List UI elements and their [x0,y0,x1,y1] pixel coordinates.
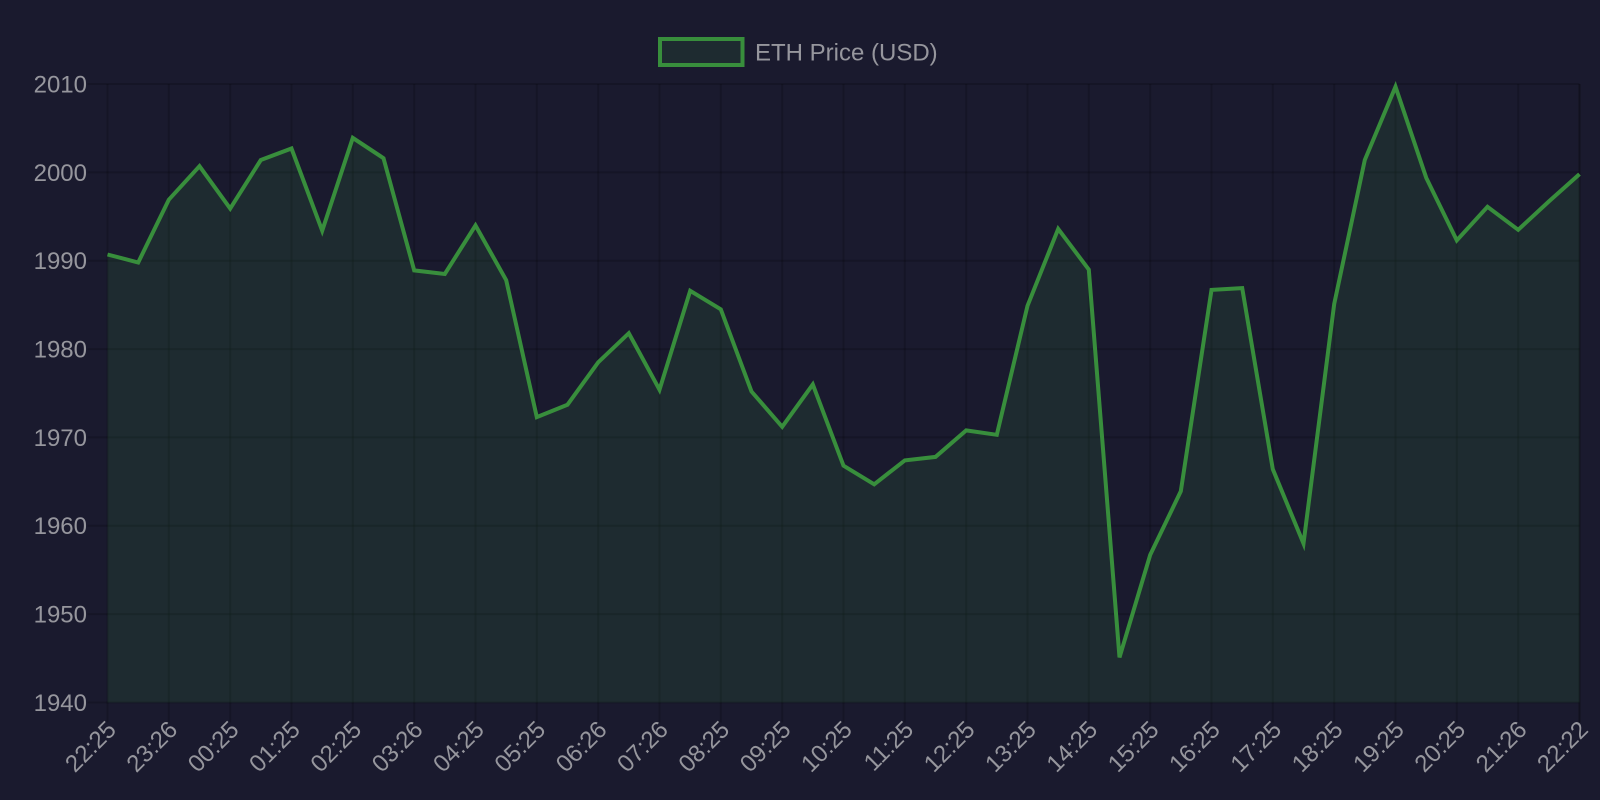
svg-text:1950: 1950 [34,602,87,629]
svg-text:2000: 2000 [34,160,87,187]
svg-text:1990: 1990 [34,248,87,275]
svg-text:1970: 1970 [34,425,87,452]
svg-text:1960: 1960 [34,513,87,540]
svg-text:2010: 2010 [34,71,87,98]
svg-text:1980: 1980 [34,337,87,364]
svg-text:1940: 1940 [34,690,87,717]
svg-text:ETH Price (USD): ETH Price (USD) [755,40,938,67]
